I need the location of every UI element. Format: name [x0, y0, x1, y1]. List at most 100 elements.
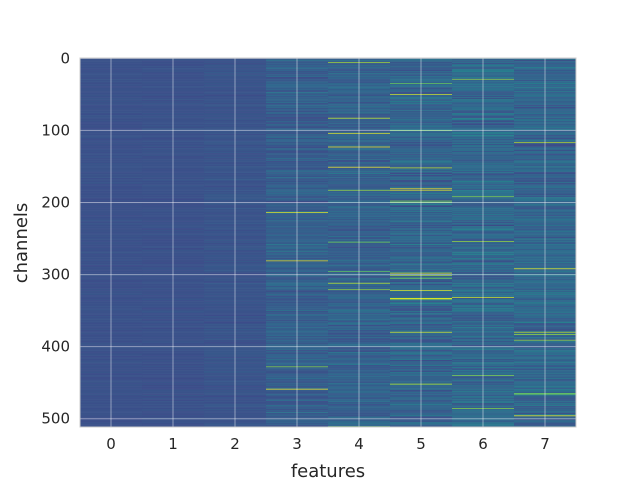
heatmap-cell	[204, 159, 267, 161]
heatmap-cell	[204, 132, 267, 134]
heatmap-cell	[328, 291, 391, 293]
heatmap-cell	[80, 189, 143, 191]
heatmap-cell	[514, 114, 577, 116]
heatmap-cell	[328, 276, 391, 278]
heatmap-cell	[452, 197, 515, 199]
heatmap-cell	[80, 190, 143, 192]
heatmap-cell	[80, 387, 143, 389]
heatmap-cell	[452, 318, 515, 320]
heatmap-cell	[204, 351, 267, 353]
heatmap-cell	[142, 104, 205, 106]
heatmap-cell	[142, 323, 205, 325]
heatmap-cell	[266, 60, 329, 62]
heatmap-cell	[142, 172, 205, 174]
heatmap-cell	[514, 410, 577, 412]
heatmap-cell	[452, 179, 515, 181]
heatmap-cell	[204, 174, 267, 176]
heatmap-cell	[514, 392, 577, 394]
heatmap-cell	[80, 262, 143, 264]
heatmap-cell	[142, 256, 205, 258]
heatmap-cell	[514, 119, 577, 121]
heatmap-cell	[80, 192, 143, 194]
heatmap-cell	[452, 378, 515, 380]
heatmap-cell	[204, 314, 267, 316]
heatmap-cell	[266, 406, 329, 408]
heatmap-cell	[266, 134, 329, 136]
heatmap-cell	[266, 388, 329, 390]
heatmap-cell	[328, 374, 391, 376]
heatmap-cell	[514, 77, 577, 79]
heatmap-cell	[142, 148, 205, 150]
heatmap-cell	[328, 228, 391, 230]
heatmap-cell	[452, 405, 515, 407]
heatmap-cell	[452, 286, 515, 288]
heatmap-cell	[266, 339, 329, 341]
heatmap-cell	[204, 60, 267, 62]
heatmap-cell	[328, 123, 391, 125]
heatmap-cell	[328, 370, 391, 372]
heatmap-cell	[80, 316, 143, 318]
heatmap-cell	[390, 129, 453, 131]
heatmap-cell	[80, 255, 143, 257]
heatmap-cell	[390, 161, 453, 163]
heatmap-cell	[514, 226, 577, 228]
heatmap-cell	[328, 171, 391, 173]
heatmap-cell	[390, 151, 453, 153]
heatmap-cell	[390, 120, 453, 122]
heatmap-cell	[328, 344, 391, 346]
heatmap-cell	[390, 277, 453, 279]
heatmap-cell	[452, 221, 515, 223]
heatmap-cell	[328, 203, 391, 205]
heatmap-cell	[514, 313, 577, 315]
heatmap-cell	[80, 372, 143, 374]
heatmap-cell	[204, 67, 267, 69]
heatmap-cell	[80, 376, 143, 378]
heatmap-cell	[328, 283, 391, 285]
heatmap-cell	[514, 316, 577, 318]
heatmap-cell	[80, 367, 143, 369]
heatmap-cell	[390, 65, 453, 67]
heatmap-cell	[142, 262, 205, 264]
heatmap-cell	[452, 416, 515, 418]
heatmap-cell	[204, 58, 267, 60]
heatmap-cell	[80, 222, 143, 224]
heatmap-cell	[142, 165, 205, 167]
heatmap-cell	[266, 109, 329, 111]
heatmap-cell	[204, 225, 267, 227]
heatmap-cell	[328, 312, 391, 314]
heatmap-cell	[452, 425, 515, 427]
heatmap-cell	[266, 302, 329, 304]
heatmap-cell	[204, 305, 267, 307]
heatmap-cell	[142, 70, 205, 72]
heatmap-cell	[390, 167, 453, 169]
heatmap-cell	[266, 336, 329, 338]
heatmap-cell	[80, 248, 143, 251]
heatmap-cell	[80, 290, 143, 292]
heatmap-cell	[80, 145, 143, 147]
heatmap-cell	[328, 385, 391, 387]
heatmap-cell	[204, 352, 267, 354]
heatmap-cell	[266, 86, 329, 88]
heatmap-cell	[142, 358, 205, 360]
heatmap-cell	[390, 416, 453, 418]
heatmap-cell	[204, 155, 267, 157]
heatmap-cell	[266, 333, 329, 335]
heatmap-cell	[80, 79, 143, 81]
heatmap-cell	[204, 419, 267, 421]
heatmap-cell	[80, 379, 143, 381]
heatmap-cell	[142, 128, 205, 130]
heatmap-cell	[452, 276, 515, 278]
heatmap-cell	[328, 370, 391, 372]
heatmap-cell	[514, 91, 577, 93]
heatmap-cell	[452, 199, 515, 201]
heatmap-cell	[266, 299, 329, 301]
heatmap-cell	[266, 421, 329, 423]
heatmap-cell	[204, 135, 267, 137]
heatmap-cell	[452, 285, 515, 287]
heatmap-cell	[142, 97, 205, 99]
heatmap-cell	[514, 233, 577, 235]
heatmap-cell	[452, 269, 515, 271]
heatmap-cell	[452, 368, 515, 370]
heatmap-cell	[328, 331, 391, 333]
heatmap-cell	[514, 331, 577, 333]
